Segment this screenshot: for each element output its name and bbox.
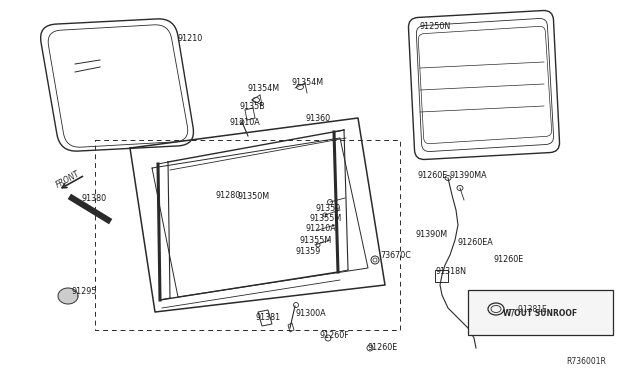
Text: 73670C: 73670C — [380, 250, 411, 260]
Text: W/OUT SUNROOF: W/OUT SUNROOF — [504, 308, 577, 317]
Text: 91359: 91359 — [316, 203, 341, 212]
Text: 91260EA: 91260EA — [458, 237, 493, 247]
Bar — [435, 270, 448, 282]
Text: 91355M: 91355M — [310, 214, 342, 222]
Text: 91210A: 91210A — [305, 224, 336, 232]
Text: 91260E: 91260E — [368, 343, 398, 353]
Text: 91250N: 91250N — [420, 22, 451, 31]
Text: 91381: 91381 — [256, 314, 281, 323]
Text: 91210: 91210 — [178, 33, 204, 42]
Text: R736001R: R736001R — [566, 357, 606, 366]
Text: 91350M: 91350M — [238, 192, 270, 201]
Text: — 91381E: — 91381E — [508, 305, 547, 314]
Text: 91260E: 91260E — [418, 170, 448, 180]
Text: 91390MA: 91390MA — [450, 170, 488, 180]
Text: 91354M: 91354M — [248, 83, 280, 93]
Text: 91300A: 91300A — [295, 310, 326, 318]
Polygon shape — [58, 288, 78, 304]
Text: 91318N: 91318N — [435, 267, 466, 276]
Text: 91359: 91359 — [295, 247, 321, 257]
Text: 91354M: 91354M — [292, 77, 324, 87]
Text: 91390M: 91390M — [415, 230, 447, 238]
Text: 91360: 91360 — [305, 113, 330, 122]
Text: FRONT: FRONT — [54, 170, 81, 190]
Text: 91380: 91380 — [82, 193, 107, 202]
Text: 9135B: 9135B — [240, 102, 266, 110]
Text: 91260F: 91260F — [320, 331, 349, 340]
Bar — [468, 290, 613, 335]
Text: 91295: 91295 — [72, 288, 97, 296]
Text: 91260E: 91260E — [494, 256, 524, 264]
Text: 91210A: 91210A — [230, 118, 260, 126]
Text: 91355M: 91355M — [300, 235, 332, 244]
Text: 91280: 91280 — [215, 190, 240, 199]
